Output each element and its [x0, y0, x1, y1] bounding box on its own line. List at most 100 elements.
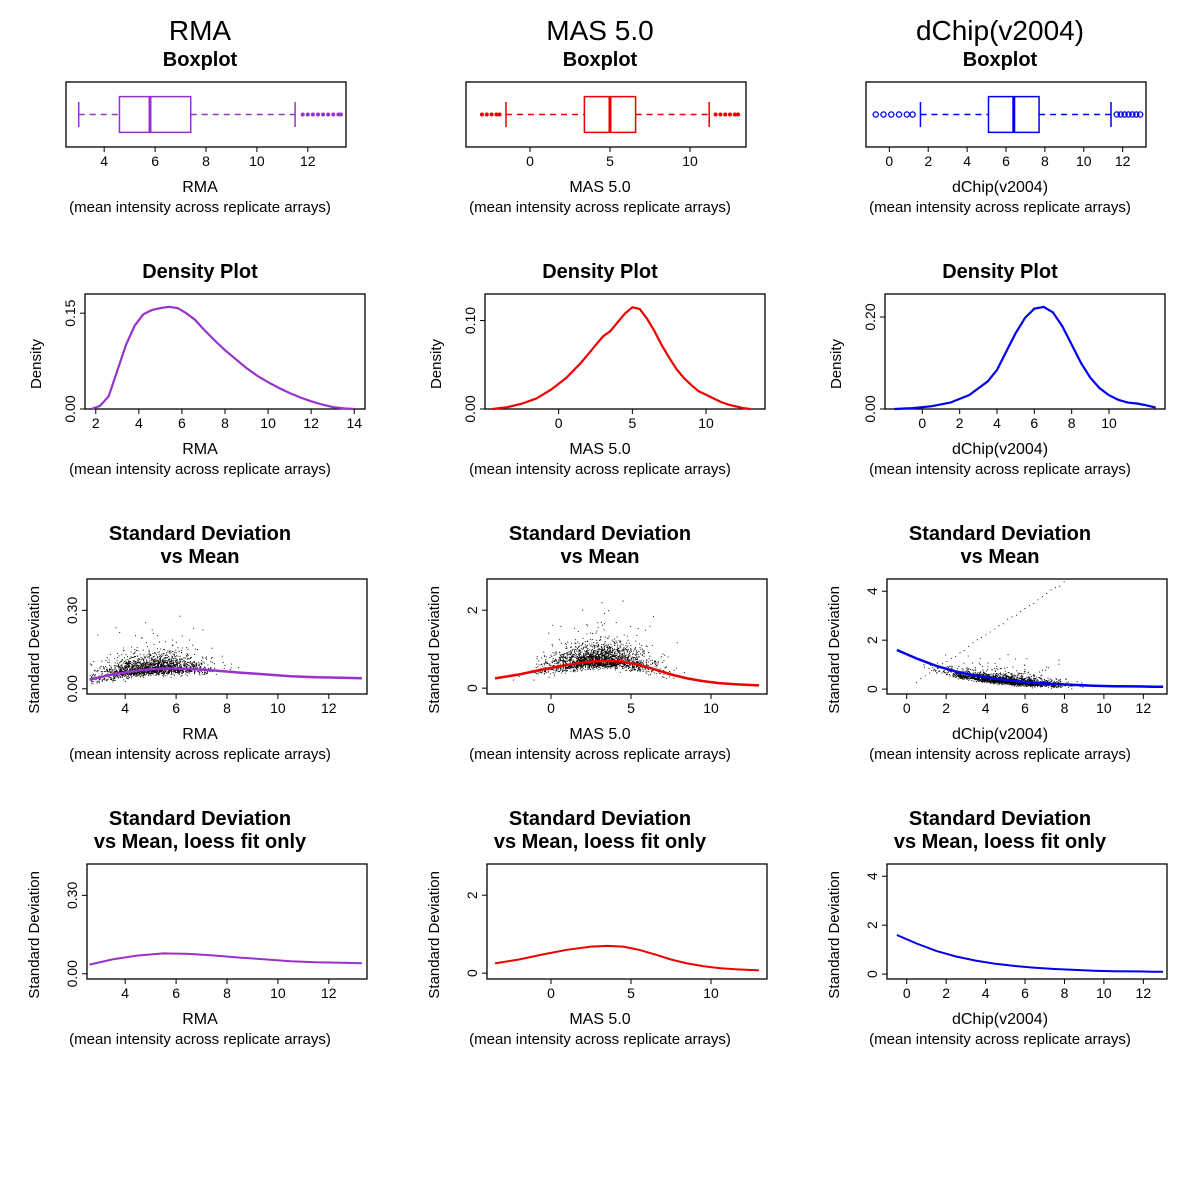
plot-wrap: Standard Deviation46810120.000.30	[26, 860, 375, 1009]
svg-text:4: 4	[981, 985, 989, 1001]
y-axis-label: Density	[428, 339, 445, 389]
method-title: RMA	[169, 15, 231, 47]
svg-text:4: 4	[981, 700, 989, 716]
x-axis-sublabel: (mean intensity across replicate arrays)	[869, 461, 1131, 478]
svg-text:0.20: 0.20	[862, 303, 878, 330]
x-axis-label: MAS 5.0	[569, 441, 630, 459]
plot-grid: RMABoxplot4681012RMA(mean intensity acro…	[10, 15, 1190, 1048]
svg-text:0: 0	[902, 700, 910, 716]
plot-cell: Standard Deviationvs MeanStandard Deviat…	[10, 523, 390, 763]
x-axis-sublabel: (mean intensity across replicate arrays)	[869, 199, 1131, 216]
svg-text:12: 12	[300, 153, 316, 169]
plot-title: Boxplot	[963, 49, 1037, 72]
svg-text:4: 4	[864, 587, 880, 595]
plot-wrap: Standard Deviation051002	[426, 575, 775, 724]
plot-wrap: Standard Deviation024681012024	[826, 860, 1175, 1009]
svg-text:12: 12	[1115, 153, 1131, 169]
svg-text:4: 4	[121, 700, 129, 716]
svg-text:2: 2	[464, 606, 480, 614]
plot-cell: dChip(v2004)Boxplot024681012dChip(v2004)…	[810, 15, 1190, 216]
y-axis-label: Standard Deviation	[426, 586, 443, 714]
y-axis-label: Standard Deviation	[826, 586, 843, 714]
svg-text:2: 2	[864, 636, 880, 644]
svg-text:0.30: 0.30	[64, 597, 80, 624]
y-axis-label: Density	[828, 339, 845, 389]
plot-title: Boxplot	[563, 49, 637, 72]
svg-text:12: 12	[1135, 700, 1151, 716]
x-axis-label: dChip(v2004)	[952, 179, 1048, 197]
x-axis-sublabel: (mean intensity across replicate arrays)	[469, 461, 731, 478]
plot-cell: MAS 5.0Boxplot0510MAS 5.0(mean intensity…	[410, 15, 790, 216]
y-axis-label: Standard Deviation	[426, 871, 443, 999]
plot-title: Density Plot	[942, 261, 1058, 284]
x-axis-label: RMA	[182, 179, 218, 197]
x-axis-label: RMA	[182, 726, 218, 744]
x-axis-sublabel: (mean intensity across replicate arrays)	[69, 461, 331, 478]
plot-wrap: 024681012	[846, 78, 1154, 177]
svg-text:10: 10	[249, 153, 265, 169]
svg-text:6: 6	[1030, 415, 1038, 431]
x-axis-label: dChip(v2004)	[952, 441, 1048, 459]
svg-text:8: 8	[1067, 415, 1075, 431]
svg-text:5: 5	[606, 153, 614, 169]
svg-text:6: 6	[151, 153, 159, 169]
x-axis-label: dChip(v2004)	[952, 1011, 1048, 1029]
svg-text:2: 2	[942, 985, 950, 1001]
plot-title: Boxplot	[163, 49, 237, 72]
svg-text:8: 8	[223, 985, 231, 1001]
method-title: dChip(v2004)	[916, 15, 1084, 47]
svg-text:0: 0	[554, 415, 562, 431]
y-axis-label: Density	[28, 339, 45, 389]
plot-wrap: Density02468100.000.20	[828, 290, 1173, 439]
svg-text:4: 4	[100, 153, 108, 169]
svg-text:4: 4	[963, 153, 971, 169]
plot-wrap: 4 6 8 10 12	[46, 78, 354, 177]
svg-text:2: 2	[924, 153, 932, 169]
plot-title: Standard Deviationvs Mean	[909, 523, 1091, 569]
svg-text:10: 10	[270, 985, 286, 1001]
svg-text:6: 6	[1021, 700, 1029, 716]
svg-text:4: 4	[993, 415, 1001, 431]
x-axis-label: RMA	[182, 1011, 218, 1029]
svg-text:4: 4	[864, 872, 880, 880]
svg-text:8: 8	[1041, 153, 1049, 169]
svg-text:10: 10	[682, 153, 698, 169]
svg-text:12: 12	[1135, 985, 1151, 1001]
svg-text:14: 14	[346, 415, 362, 431]
svg-text:6: 6	[172, 700, 180, 716]
plot-cell: Density PlotDensity05100.000.10MAS 5.0(m…	[410, 261, 790, 478]
x-axis-sublabel: (mean intensity across replicate arrays)	[69, 746, 331, 763]
svg-text:0.30: 0.30	[64, 882, 80, 909]
svg-text:6: 6	[178, 415, 186, 431]
x-axis-sublabel: (mean intensity across replicate arrays)	[469, 199, 731, 216]
svg-text:10: 10	[703, 700, 719, 716]
plot-title: Standard Deviationvs Mean	[509, 523, 691, 569]
svg-text:0: 0	[547, 985, 555, 1001]
svg-text:10: 10	[1096, 700, 1112, 716]
x-axis-sublabel: (mean intensity across replicate arrays)	[69, 199, 331, 216]
svg-text:4: 4	[121, 985, 129, 1001]
svg-text:10: 10	[270, 700, 286, 716]
svg-text:10: 10	[260, 415, 276, 431]
plot-wrap: Standard Deviation024681012024	[826, 575, 1175, 724]
x-axis-label: MAS 5.0	[569, 179, 630, 197]
x-axis-sublabel: (mean intensity across replicate arrays)	[469, 746, 731, 763]
svg-text:5: 5	[628, 415, 636, 431]
svg-text:2: 2	[955, 415, 963, 431]
svg-text:0: 0	[547, 700, 555, 716]
svg-text:0: 0	[464, 969, 480, 977]
plot-cell: RMABoxplot4681012RMA(mean intensity acro…	[10, 15, 390, 216]
svg-text:0.00: 0.00	[462, 395, 478, 422]
svg-text:8: 8	[202, 153, 210, 169]
svg-text:0.00: 0.00	[862, 395, 878, 422]
svg-text:0: 0	[864, 970, 880, 978]
plot-cell: Standard Deviationvs Mean, loess fit onl…	[810, 808, 1190, 1048]
svg-text:8: 8	[1060, 985, 1068, 1001]
svg-text:0: 0	[526, 153, 534, 169]
x-axis-label: RMA	[182, 441, 218, 459]
x-axis-sublabel: (mean intensity across replicate arrays)	[469, 1031, 731, 1048]
svg-text:10: 10	[703, 985, 719, 1001]
svg-text:0: 0	[864, 685, 880, 693]
svg-text:0.00: 0.00	[64, 960, 80, 987]
y-axis-label: Standard Deviation	[826, 871, 843, 999]
